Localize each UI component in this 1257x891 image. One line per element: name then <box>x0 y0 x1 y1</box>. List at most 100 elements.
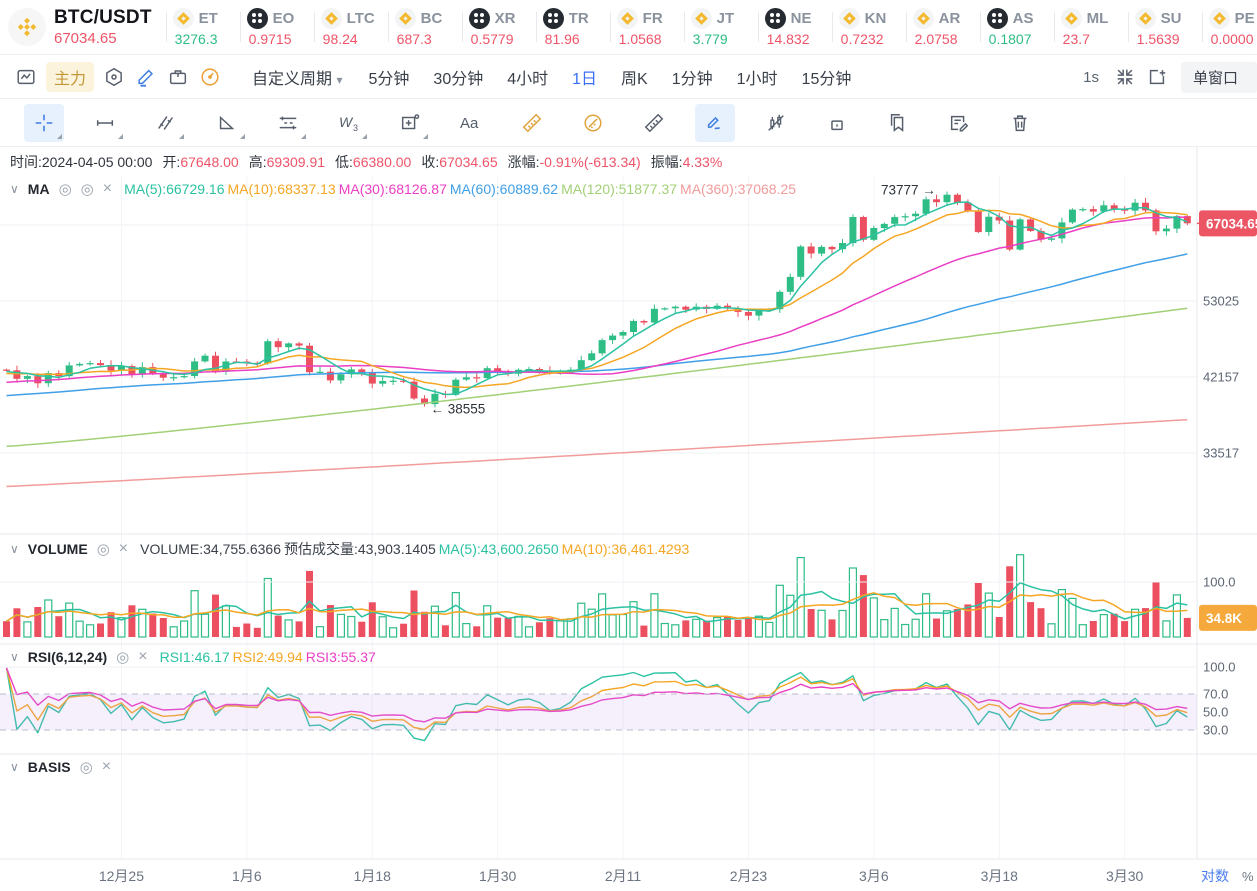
indicator-close-icon[interactable]: × <box>101 758 112 775</box>
ticker-item[interactable]: AR 2.0758 <box>907 7 980 47</box>
last-price-badge <box>1199 210 1257 237</box>
ma-legend-row: ∨ MA ◎ ◎ × MA(5):66729.16 MA(10):68337.13… <box>10 180 796 198</box>
binance-coin-icon <box>1134 7 1156 29</box>
ticker-item[interactable]: LTC 98.24 <box>315 7 388 47</box>
ticker-item[interactable]: SU 1.5639 <box>1129 7 1202 47</box>
divider <box>313 12 315 42</box>
price-annotation: 73777 → <box>881 183 936 198</box>
indicator-name: RSI(6,12,24) <box>27 649 108 665</box>
timeframe-1分钟[interactable]: 1分钟 <box>671 70 713 88</box>
pattern-box-tool[interactable] <box>390 104 430 142</box>
segment-tool[interactable] <box>85 104 125 142</box>
chart-canvas[interactable]: 53025 42157 33517 100.0 100.0 70.0 50.0 30.0 670… <box>0 147 1257 891</box>
divider <box>1053 12 1055 42</box>
ohlc-info-row: 时间:2024-04-05 00:00 开:67648.00 高:69309.91 低… <box>10 152 722 172</box>
timeframe-4小时[interactable]: 4小时 <box>507 70 549 88</box>
indicator-settings-icon[interactable]: ◎ <box>79 759 93 776</box>
last-price-badge-text: 67034.65 <box>1206 216 1257 231</box>
briefcase-icon[interactable] <box>162 62 194 92</box>
gauge-clock-icon[interactable] <box>194 62 226 92</box>
rsi-legend-row: ∨ RSI(6,12,24) ◎ × RSI1:46.17 RSI2:49.94 R… <box>10 648 376 666</box>
fib-lines-tool[interactable] <box>268 104 308 142</box>
lock-tool[interactable] <box>817 104 857 142</box>
ticker-symbol: ET <box>198 9 218 27</box>
collapse-caret-icon[interactable]: ∨ <box>10 760 19 774</box>
main-force-button[interactable]: 主力 <box>46 61 95 92</box>
timeframe-1日[interactable]: 1日 <box>572 70 598 88</box>
ticker-symbol: AS <box>1012 9 1034 27</box>
collapse-icon[interactable] <box>1109 62 1141 92</box>
bookmark-tool[interactable] <box>878 104 918 142</box>
ticker-item[interactable]: JT 3.779 <box>685 7 758 47</box>
trash-tool[interactable] <box>1000 104 1040 142</box>
legend-value: MA(10):36,461.4293 <box>561 541 690 557</box>
divider <box>387 12 389 42</box>
ticker-price: 23.7 <box>1062 30 1090 47</box>
ticker-item[interactable]: KN 0.7232 <box>833 7 906 47</box>
ohlc-item: 涨幅:-0.91%(-613.34) <box>507 154 641 170</box>
ticker-price: 0.5779 <box>470 30 514 47</box>
indicator-eye-icon[interactable]: ◎ <box>58 181 72 198</box>
custom-period-dropdown[interactable]: 自定义周期 ▾ <box>252 70 343 88</box>
ticker-item[interactable]: XR 0.5779 <box>463 7 536 47</box>
legend-value: RSI1:46.17 <box>159 649 230 665</box>
crosshair-tool[interactable] <box>24 103 64 142</box>
hide-candles-tool[interactable] <box>756 104 796 142</box>
ohlc-item: 低:66380.00 <box>335 154 412 170</box>
percent-scale-button[interactable]: % <box>1242 869 1254 884</box>
binance-logo-icon <box>8 8 46 46</box>
chart-style-icon[interactable] <box>10 62 42 92</box>
ticker-price: 0.9715 <box>248 30 292 47</box>
divider <box>683 12 685 42</box>
legend-value: VOLUME:34,755.6366 <box>140 541 281 557</box>
seconds-label[interactable]: 1s <box>1083 68 1099 86</box>
ruler-pencil-tool[interactable] <box>512 104 552 142</box>
indicator-close-icon[interactable]: × <box>102 180 113 197</box>
collapse-caret-icon[interactable]: ∨ <box>10 542 19 556</box>
price-axis-label: 42157 <box>1203 370 1239 385</box>
notes-tool[interactable] <box>939 104 979 142</box>
divider <box>1127 12 1129 42</box>
log-scale-button[interactable]: 对数 <box>1201 868 1229 884</box>
volume-values: VOLUME:34,755.6366 预估成交量:43,903.1405 MA(5)… <box>137 539 689 559</box>
triangle-tool[interactable] <box>207 104 247 142</box>
ticker-item[interactable]: PE 0.0000 <box>1203 7 1257 47</box>
indicator-settings-icon[interactable]: ◎ <box>96 541 110 558</box>
circle-ruler-tool[interactable] <box>573 104 613 142</box>
indicator-close-icon[interactable]: × <box>118 540 129 557</box>
date-label: 2月23 <box>730 868 768 884</box>
ticker-item[interactable]: NE 14.832 <box>759 7 832 47</box>
ticker-item[interactable]: ML 23.7 <box>1055 7 1128 47</box>
ticker-item[interactable]: TR 81.96 <box>537 7 610 47</box>
ticker-item[interactable]: EO 0.9715 <box>241 7 314 47</box>
indicator-settings-icon[interactable]: ◎ <box>116 649 130 666</box>
ohlc-item: 开:67648.00 <box>162 154 239 170</box>
add-window-icon[interactable] <box>1141 62 1173 92</box>
timeframe-30分钟[interactable]: 30分钟 <box>433 70 484 88</box>
ticker-item[interactable]: FR 1.0568 <box>611 7 684 47</box>
coin-icon <box>542 7 564 29</box>
binance-coin-icon <box>172 7 194 29</box>
date-label: 3月18 <box>981 868 1019 884</box>
brush-tool[interactable] <box>695 103 735 142</box>
ruler-tool[interactable] <box>634 104 674 142</box>
indicator-close-icon[interactable]: × <box>138 648 148 665</box>
indicator-settings-icon[interactable]: ◎ <box>80 181 94 198</box>
ticker-item[interactable]: ET 3276.3 <box>167 7 240 47</box>
collapse-caret-icon[interactable]: ∨ <box>10 650 19 664</box>
timeframe-1小时[interactable]: 1小时 <box>736 70 778 88</box>
ticker-item[interactable]: AS 0.1807 <box>981 7 1054 47</box>
hexagon-settings-icon[interactable] <box>98 62 130 92</box>
timeframe-5分钟[interactable]: 5分钟 <box>368 70 410 88</box>
date-label: 3月30 <box>1106 868 1144 884</box>
binance-coin-icon <box>912 7 934 29</box>
single-window-button[interactable]: 单窗口 <box>1181 61 1257 93</box>
parallel-lines-tool[interactable] <box>146 104 186 142</box>
ticker-item[interactable]: BC 687.3 <box>389 7 462 47</box>
edit-pencil-icon[interactable] <box>130 62 162 92</box>
timeframe-周K[interactable]: 周K <box>621 70 648 88</box>
timeframe-15分钟[interactable]: 15分钟 <box>801 70 852 88</box>
collapse-caret-icon[interactable]: ∨ <box>10 182 19 196</box>
text-tool[interactable]: Aa <box>451 104 491 142</box>
